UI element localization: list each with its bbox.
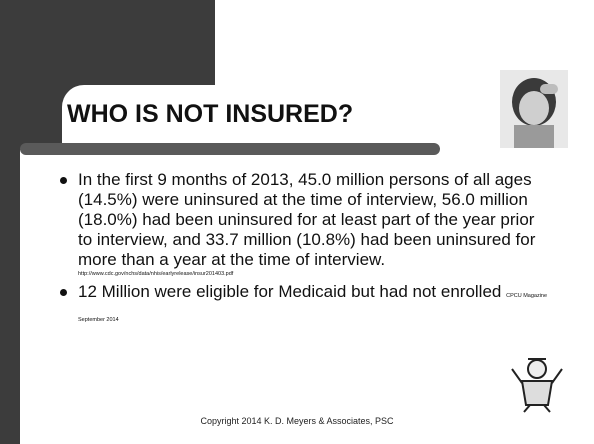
bullet-text: 12 Million were eligible for Medicaid bu… <box>78 282 502 301</box>
bullet-text: In the first 9 months of 2013, 45.0 mill… <box>78 170 536 269</box>
source: http://www.cdc.gov/nchs/data/nhis/earlyr… <box>78 271 234 277</box>
bullet-list: In the first 9 months of 2013, 45.0 mill… <box>58 170 548 334</box>
bullet: In the first 9 months of 2013, 45.0 mill… <box>60 170 548 278</box>
panel <box>20 150 594 444</box>
girl-photo <box>500 70 568 148</box>
copyright: Copyright 2014 K. D. Meyers & Associates… <box>200 416 394 426</box>
divider-bar <box>20 143 440 155</box>
source: CPCU Magazine September 2014 <box>78 293 548 323</box>
bullet: 12 Million were eligible for Medicaid bu… <box>60 282 548 330</box>
cartoon-man <box>511 358 563 413</box>
slide-title: WHO IS NOT INSURED? <box>67 100 354 128</box>
